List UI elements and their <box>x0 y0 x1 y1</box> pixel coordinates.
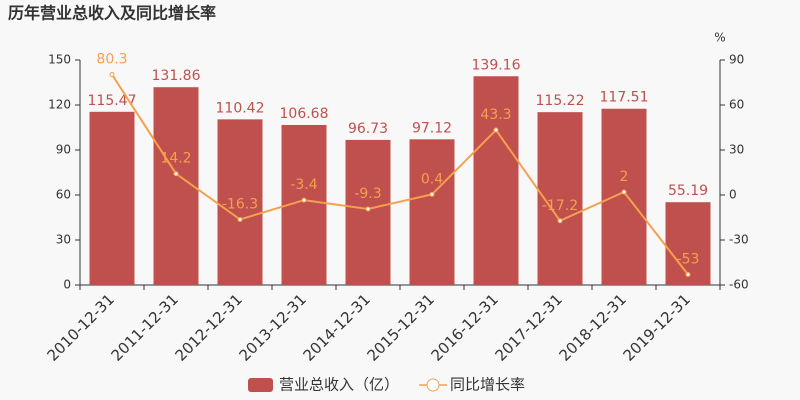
bar <box>89 111 135 285</box>
x-tick-label: 2013-12-31 <box>236 290 310 364</box>
line-value-label: -16.3 <box>222 196 258 212</box>
legend-label: 营业总收入（亿） <box>279 376 399 394</box>
x-tick-label: 2019-12-31 <box>620 290 694 364</box>
bar-value-label: 106.68 <box>280 106 329 122</box>
x-tick-label: 2018-12-31 <box>556 290 630 364</box>
x-tick-label: 2017-12-31 <box>492 290 566 364</box>
bar <box>601 108 647 285</box>
y2-tick-label: 0 <box>729 188 737 202</box>
bar <box>665 202 711 285</box>
x-tick-label: 2015-12-31 <box>364 290 438 364</box>
bar <box>345 139 391 285</box>
y2-tick-label: 90 <box>729 53 744 67</box>
legend-swatch <box>248 378 273 392</box>
bar-value-label: 110.42 <box>216 100 265 116</box>
y2-axis-label: % <box>714 31 725 45</box>
line-point <box>365 206 371 212</box>
bar-value-label: 139.16 <box>472 57 521 73</box>
y-tick-label: 30 <box>56 233 71 247</box>
bar-value-label: 131.86 <box>152 68 201 84</box>
bar-value-label: 115.47 <box>88 93 137 109</box>
line-value-label: 2 <box>620 169 629 185</box>
bar-value-label: 96.73 <box>348 121 388 137</box>
y-tick-label: 0 <box>63 278 71 292</box>
bar-value-label: 55.19 <box>668 183 708 199</box>
bar <box>217 119 263 286</box>
y2-tick-label: 60 <box>729 98 744 112</box>
x-tick-label: 2016-12-31 <box>428 290 502 364</box>
line-value-label: 0.4 <box>421 171 443 187</box>
legend-label: 同比增长率 <box>450 376 525 394</box>
line-point <box>685 272 691 277</box>
line-point <box>557 218 563 224</box>
y2-tick-label: 30 <box>729 143 744 157</box>
bar-value-label: 115.22 <box>536 93 585 109</box>
x-tick-label: 2011-12-31 <box>108 290 182 364</box>
line-point <box>173 171 179 177</box>
y-tick-label: 150 <box>48 53 71 67</box>
chart-title: 历年营业总收入及同比增长率 <box>8 4 216 23</box>
line-point <box>109 72 115 78</box>
y-tick-label: 120 <box>48 98 71 112</box>
line-point <box>493 127 499 133</box>
bar-value-label: 97.12 <box>412 120 452 136</box>
line <box>111 74 689 276</box>
line-point <box>621 189 627 195</box>
x-tick-label: 2010-12-31 <box>44 290 118 364</box>
y2-tick-label: -60 <box>729 278 749 292</box>
line-point <box>301 197 307 203</box>
bar-value-label: 117.51 <box>600 90 649 106</box>
y2-tick-label: -30 <box>729 233 749 247</box>
line-value-label: 14.2 <box>160 151 191 167</box>
line-value-label: 43.3 <box>480 107 511 123</box>
y-tick-label: 60 <box>56 188 71 202</box>
line-value-label: -17.2 <box>542 198 578 214</box>
line-point <box>429 191 435 197</box>
bar <box>409 139 455 285</box>
x-tick-label: 2012-12-31 <box>172 290 246 364</box>
line-value-label: -9.3 <box>354 186 381 202</box>
y-tick-label: 90 <box>56 143 71 157</box>
x-tick-label: 2014-12-31 <box>300 290 374 364</box>
bar <box>473 76 519 285</box>
line-value-label: -3.4 <box>290 177 317 193</box>
line-value-label: 80.3 <box>96 52 127 68</box>
bar <box>153 87 199 286</box>
legend-point <box>426 378 440 392</box>
line-point <box>237 216 243 222</box>
line-value-label: -53 <box>677 252 700 268</box>
